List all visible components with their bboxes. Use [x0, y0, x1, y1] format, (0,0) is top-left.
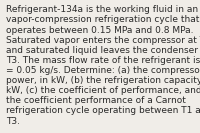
- Text: Saturated vapor enters the compressor at T1: Saturated vapor enters the compressor at…: [6, 36, 200, 45]
- Text: T3.: T3.: [6, 117, 20, 126]
- Text: and saturated liquid leaves the condenser at: and saturated liquid leaves the condense…: [6, 46, 200, 55]
- Text: Refrigerant-134a is the working fluid in an ideal: Refrigerant-134a is the working fluid in…: [6, 5, 200, 14]
- Text: operates between 0.15 MPa and 0.8 MPa.: operates between 0.15 MPa and 0.8 MPa.: [6, 26, 194, 35]
- Text: power, in kW, (b) the refrigeration capacity, in: power, in kW, (b) the refrigeration capa…: [6, 76, 200, 85]
- Text: T3. The mass flow rate of the refrigerant is mṛ: T3. The mass flow rate of the refrigeran…: [6, 56, 200, 65]
- Text: vapor-compression refrigeration cycle that: vapor-compression refrigeration cycle th…: [6, 15, 199, 24]
- Text: refrigeration cycle operating between T1 and: refrigeration cycle operating between T1…: [6, 106, 200, 115]
- Text: the coefficient performance of a Carnot: the coefficient performance of a Carnot: [6, 96, 186, 105]
- Text: = 0.05 kg/s. Determine: (a) the compressor: = 0.05 kg/s. Determine: (a) the compress…: [6, 66, 200, 75]
- Text: kW, (c) the coefficient of performance, and (d): kW, (c) the coefficient of performance, …: [6, 86, 200, 95]
